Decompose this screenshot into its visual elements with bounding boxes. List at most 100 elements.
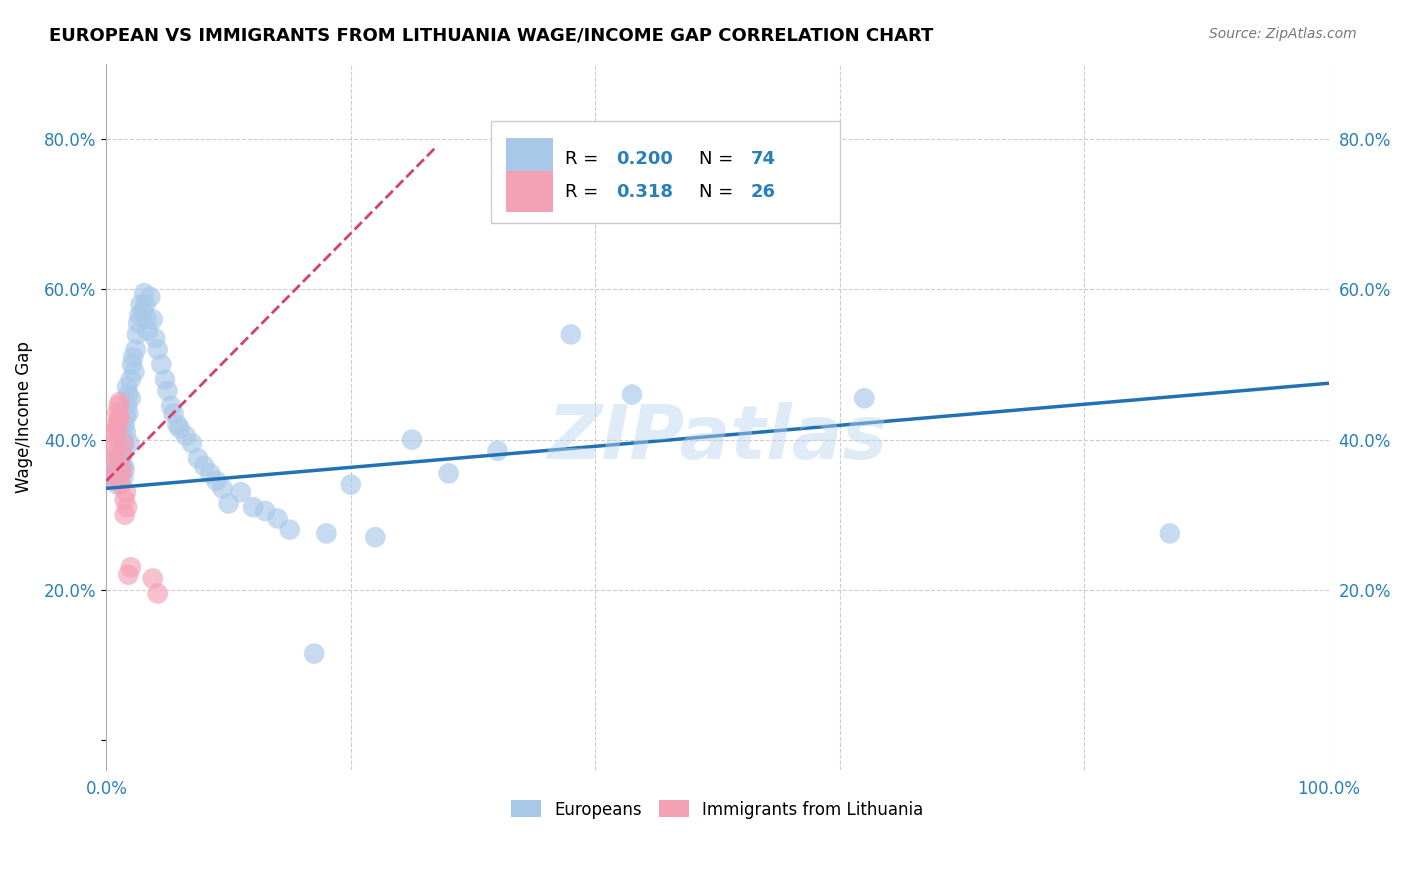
Point: [193, 458, 215, 473]
FancyBboxPatch shape: [492, 120, 839, 223]
Point: [108, 410, 131, 425]
Point: [278, 523, 301, 537]
Text: R =: R =: [565, 150, 603, 168]
Point: [114, 417, 136, 432]
Text: 74: 74: [751, 150, 776, 168]
Point: [142, 312, 165, 326]
Point: [364, 530, 387, 544]
Point: [112, 470, 135, 484]
Point: [200, 467, 222, 481]
Point: [174, 429, 197, 443]
Point: [401, 433, 423, 447]
Point: [129, 297, 152, 311]
Point: [114, 436, 136, 450]
Point: [121, 358, 143, 372]
Point: [110, 477, 132, 491]
Point: [218, 496, 240, 510]
Point: [156, 384, 179, 398]
Point: [132, 305, 155, 319]
Point: [114, 462, 136, 476]
Point: [211, 482, 233, 496]
Point: [111, 448, 134, 462]
Text: 26: 26: [751, 183, 776, 201]
Point: [115, 410, 138, 425]
Point: [110, 467, 132, 481]
Point: [105, 433, 128, 447]
Point: [160, 399, 183, 413]
Point: [302, 647, 325, 661]
Point: [153, 372, 176, 386]
Point: [107, 399, 129, 413]
Point: [110, 458, 132, 473]
Point: [180, 436, 202, 450]
Point: [107, 474, 129, 488]
Point: [115, 485, 138, 500]
Point: [120, 391, 142, 405]
Point: [254, 504, 277, 518]
Point: [104, 462, 127, 476]
Point: [128, 309, 150, 323]
Point: [146, 343, 169, 357]
Point: [560, 327, 582, 342]
Text: EUROPEAN VS IMMIGRANTS FROM LITHUANIA WAGE/INCOME GAP CORRELATION CHART: EUROPEAN VS IMMIGRANTS FROM LITHUANIA WA…: [49, 27, 934, 45]
Point: [107, 455, 129, 469]
Text: 0.318: 0.318: [616, 183, 673, 201]
Point: [315, 526, 337, 541]
Point: [1159, 526, 1181, 541]
Point: [124, 365, 146, 379]
Point: [853, 391, 876, 405]
Point: [187, 451, 209, 466]
Point: [115, 425, 138, 439]
Point: [105, 421, 128, 435]
Point: [101, 455, 124, 469]
Point: [111, 462, 134, 476]
Point: [112, 458, 135, 473]
Point: [112, 436, 135, 450]
Text: R =: R =: [565, 183, 603, 201]
Text: N =: N =: [699, 183, 740, 201]
Point: [110, 436, 132, 450]
Point: [143, 331, 166, 345]
Point: [114, 492, 136, 507]
Point: [111, 425, 134, 439]
Point: [125, 327, 148, 342]
Point: [620, 387, 643, 401]
Point: [101, 467, 124, 481]
FancyBboxPatch shape: [506, 171, 553, 212]
Point: [104, 448, 127, 462]
Point: [169, 421, 191, 435]
Point: [139, 290, 162, 304]
Point: [104, 425, 127, 439]
Point: [242, 500, 264, 515]
Legend: Europeans, Immigrants from Lithuania: Europeans, Immigrants from Lithuania: [505, 794, 931, 825]
Text: Source: ZipAtlas.com: Source: ZipAtlas.com: [1209, 27, 1357, 41]
Point: [118, 436, 141, 450]
Point: [124, 343, 146, 357]
Point: [142, 572, 165, 586]
Point: [135, 312, 157, 326]
Point: [117, 406, 139, 420]
Point: [146, 586, 169, 600]
Point: [340, 477, 363, 491]
Point: [108, 467, 131, 481]
Text: N =: N =: [699, 150, 740, 168]
Point: [103, 440, 125, 454]
Point: [127, 316, 149, 330]
Text: ZIPatlas: ZIPatlas: [547, 401, 887, 475]
Point: [100, 470, 122, 484]
Point: [108, 448, 131, 462]
Point: [229, 485, 252, 500]
Point: [437, 467, 460, 481]
Point: [105, 470, 128, 484]
Point: [150, 358, 173, 372]
Point: [136, 324, 159, 338]
Point: [117, 387, 139, 401]
Y-axis label: Wage/Income Gap: Wage/Income Gap: [15, 341, 32, 493]
Point: [134, 286, 156, 301]
Point: [120, 560, 142, 574]
Point: [108, 395, 131, 409]
Point: [114, 508, 136, 522]
Point: [111, 448, 134, 462]
Point: [115, 399, 138, 413]
Point: [205, 474, 228, 488]
